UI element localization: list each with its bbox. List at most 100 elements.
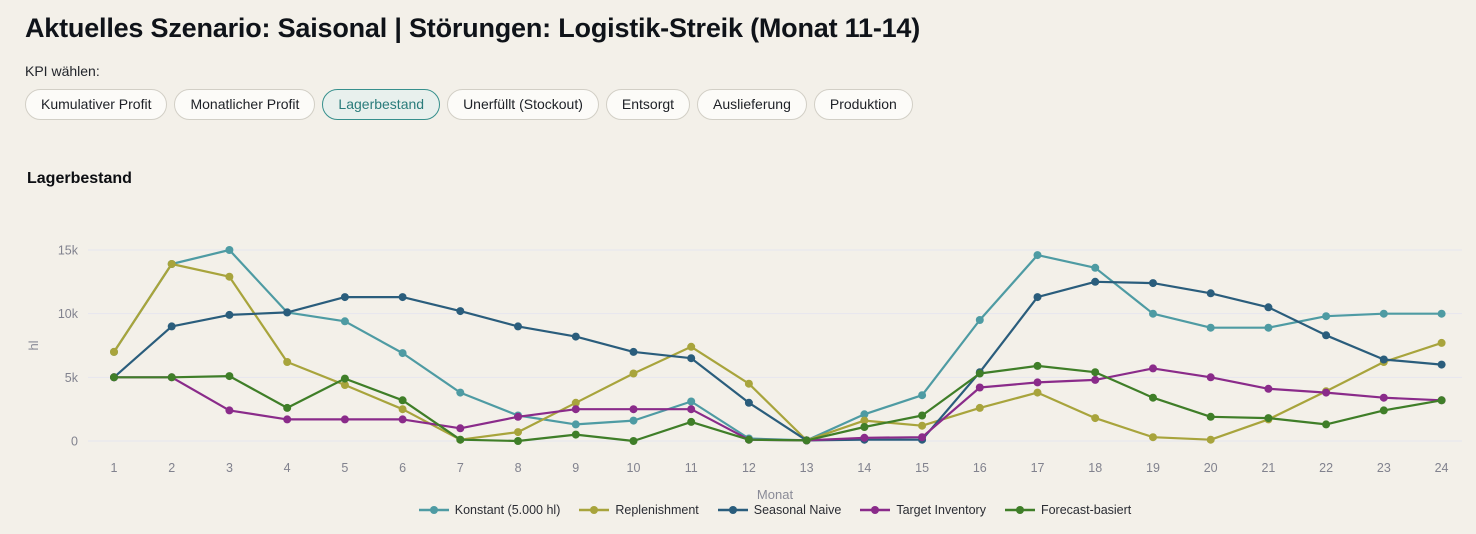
data-point[interactable] (398, 405, 407, 414)
data-point[interactable] (918, 433, 927, 442)
data-point[interactable] (167, 260, 176, 268)
data-point[interactable] (1033, 251, 1042, 260)
data-point[interactable] (456, 388, 465, 397)
legend-item-replenishment[interactable]: Replenishment (579, 503, 699, 517)
data-point[interactable] (283, 358, 292, 366)
data-point[interactable] (629, 347, 638, 356)
data-point[interactable] (744, 435, 753, 444)
kpi-pill-lagerbestand[interactable]: Lagerbestand (322, 89, 441, 120)
data-point[interactable] (1264, 414, 1273, 423)
data-point[interactable] (1149, 393, 1157, 402)
legend-item-konstant-5-000-hl[interactable]: Konstant (5.000 hl) (418, 503, 560, 517)
data-point[interactable] (860, 423, 869, 431)
data-point[interactable] (629, 416, 638, 425)
data-point[interactable] (283, 308, 292, 317)
data-point[interactable] (975, 403, 984, 412)
data-point[interactable] (1437, 338, 1446, 347)
kpi-pill-monatlicher-profit[interactable]: Monatlicher Profit (174, 89, 316, 120)
data-point[interactable] (1437, 396, 1446, 405)
data-point[interactable] (340, 293, 349, 302)
data-point[interactable] (167, 373, 176, 382)
data-point[interactable] (802, 436, 811, 445)
data-point[interactable] (1149, 309, 1157, 318)
data-point[interactable] (1149, 433, 1157, 442)
data-point[interactable] (1437, 309, 1446, 318)
data-point[interactable] (514, 428, 522, 437)
kpi-pill-produktion[interactable]: Produktion (813, 89, 913, 120)
data-point[interactable] (1206, 289, 1215, 298)
data-point[interactable] (456, 307, 465, 316)
data-point[interactable] (225, 246, 234, 254)
data-point[interactable] (918, 421, 927, 430)
data-point[interactable] (629, 437, 638, 445)
legend-item-forecast-basiert[interactable]: Forecast-basiert (1004, 503, 1131, 517)
data-point[interactable] (456, 424, 465, 433)
data-point[interactable] (398, 293, 407, 302)
data-point[interactable] (687, 397, 696, 406)
data-point[interactable] (687, 405, 696, 414)
data-point[interactable] (398, 349, 407, 358)
data-point[interactable] (860, 433, 869, 442)
data-point[interactable] (110, 347, 118, 356)
data-point[interactable] (629, 405, 638, 414)
data-point[interactable] (571, 398, 580, 407)
data-point[interactable] (571, 420, 580, 429)
data-point[interactable] (1033, 388, 1042, 397)
data-point[interactable] (514, 322, 522, 331)
data-point[interactable] (514, 412, 522, 421)
data-point[interactable] (1322, 388, 1331, 397)
data-point[interactable] (687, 354, 696, 363)
data-point[interactable] (975, 383, 984, 392)
data-point[interactable] (1091, 368, 1100, 377)
data-point[interactable] (1091, 375, 1100, 384)
data-point[interactable] (571, 430, 580, 439)
data-point[interactable] (744, 379, 753, 388)
data-point[interactable] (398, 415, 407, 424)
data-point[interactable] (514, 437, 522, 445)
data-point[interactable] (1033, 293, 1042, 302)
data-point[interactable] (1322, 331, 1331, 340)
data-point[interactable] (1091, 263, 1100, 272)
legend-item-seasonal-naive[interactable]: Seasonal Naive (717, 503, 841, 517)
data-point[interactable] (1206, 435, 1215, 444)
data-point[interactable] (975, 316, 984, 324)
data-point[interactable] (456, 435, 465, 444)
data-point[interactable] (918, 391, 927, 400)
data-point[interactable] (687, 417, 696, 426)
data-point[interactable] (1033, 378, 1042, 387)
data-point[interactable] (744, 398, 753, 407)
data-point[interactable] (687, 342, 696, 351)
data-point[interactable] (1264, 323, 1273, 332)
data-point[interactable] (1437, 360, 1446, 369)
data-point[interactable] (975, 369, 984, 378)
data-point[interactable] (1379, 406, 1388, 415)
data-point[interactable] (340, 317, 349, 326)
data-point[interactable] (340, 415, 349, 424)
data-point[interactable] (1149, 279, 1157, 288)
data-point[interactable] (1322, 420, 1331, 429)
legend-item-target-inventory[interactable]: Target Inventory (860, 503, 986, 517)
data-point[interactable] (1091, 277, 1100, 286)
data-point[interactable] (340, 381, 349, 389)
data-point[interactable] (571, 332, 580, 341)
data-point[interactable] (283, 403, 292, 412)
data-point[interactable] (1206, 323, 1215, 332)
data-point[interactable] (225, 406, 234, 415)
data-point[interactable] (225, 272, 234, 281)
data-point[interactable] (1379, 309, 1388, 318)
data-point[interactable] (1206, 373, 1215, 382)
data-point[interactable] (860, 416, 869, 425)
data-point[interactable] (1149, 364, 1157, 373)
data-point[interactable] (1033, 361, 1042, 370)
data-point[interactable] (1379, 393, 1388, 402)
data-point[interactable] (340, 374, 349, 383)
data-point[interactable] (1264, 303, 1273, 312)
data-point[interactable] (225, 372, 234, 381)
data-point[interactable] (225, 310, 234, 319)
kpi-pill-auslieferung[interactable]: Auslieferung (697, 89, 807, 120)
data-point[interactable] (1322, 312, 1331, 321)
data-point[interactable] (629, 369, 638, 378)
data-point[interactable] (398, 396, 407, 405)
data-point[interactable] (110, 373, 118, 382)
